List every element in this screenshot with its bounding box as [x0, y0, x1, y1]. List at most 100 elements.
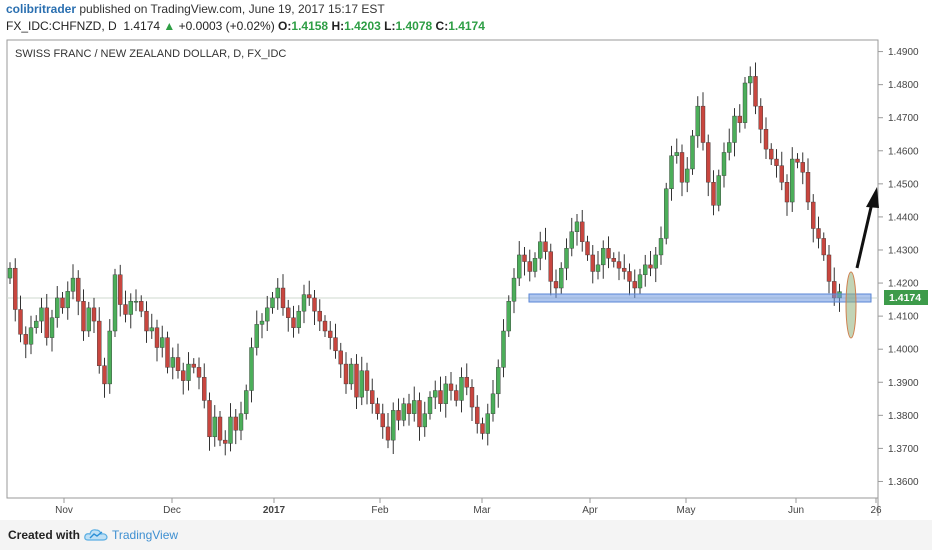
candle-body — [23, 334, 28, 345]
candle-body — [469, 387, 475, 408]
candle-body — [123, 304, 128, 315]
time-tick-label: May — [677, 505, 696, 516]
candle-body — [401, 403, 406, 421]
candle-body — [249, 347, 254, 391]
last-price-tag — [884, 290, 928, 305]
candle-body — [359, 370, 364, 398]
candle-body — [65, 291, 70, 309]
candle-body — [595, 264, 601, 272]
candle-body — [459, 377, 464, 401]
time-tick-label: Mar — [473, 505, 491, 516]
plot-frame — [6, 39, 879, 499]
candle-body — [212, 416, 217, 438]
candle-body — [412, 400, 417, 414]
candle-body — [18, 309, 23, 335]
price-tick-label: 1.4800 — [888, 80, 919, 91]
candle-body — [532, 258, 538, 272]
candle-body — [102, 365, 107, 385]
candle-body — [480, 423, 485, 434]
candle-body — [28, 327, 34, 345]
price-tick-label: 1.3800 — [888, 411, 919, 422]
chart-title: SWISS FRANC / NEW ZEALAND DOLLAR, D, FX_… — [15, 48, 286, 60]
candle-body — [60, 297, 65, 309]
candle-body — [55, 297, 60, 318]
candle-body — [228, 416, 233, 444]
candle-body — [438, 390, 443, 404]
candle-body — [133, 301, 139, 303]
price-tick-label: 1.4600 — [888, 146, 919, 157]
candle-body — [112, 274, 118, 332]
candle-body — [454, 390, 459, 401]
candle-body — [790, 158, 795, 203]
candle-body — [485, 413, 490, 434]
candle-body — [779, 165, 784, 183]
candle-body — [154, 327, 160, 348]
candle-body — [417, 400, 422, 428]
candle-body — [784, 181, 790, 203]
candle-body — [270, 297, 275, 309]
candle-body — [118, 274, 123, 305]
candle-body — [727, 142, 732, 153]
candle-body — [475, 406, 480, 424]
candle-body — [139, 301, 144, 312]
candle-body — [601, 248, 606, 266]
candle-body — [244, 390, 249, 414]
arrow-head-icon — [866, 187, 879, 208]
low-label: L: — [384, 19, 396, 33]
up-arrow-annotation[interactable] — [855, 187, 879, 269]
tradingview-brand[interactable]: TradingView — [112, 528, 179, 542]
candle-body — [207, 400, 212, 438]
candle-body — [716, 175, 721, 206]
candle-body — [223, 439, 228, 444]
created-with-label: Created with — [8, 528, 81, 542]
candle-body — [34, 320, 39, 328]
candle-body — [406, 403, 412, 414]
footer-bar: Created with TradingView — [0, 520, 932, 550]
price-chart[interactable]: SWISS FRANC / NEW ZEALAND DOLLAR, D, FX_… — [0, 0, 932, 520]
candle-body — [301, 294, 307, 312]
candle-body — [196, 367, 202, 378]
price-tick-label: 1.4900 — [888, 47, 919, 58]
price-tick-label: 1.3600 — [888, 477, 919, 488]
close-value: 1.4174 — [448, 19, 485, 33]
tradingview-cloud-icon — [84, 529, 108, 541]
high-label: H: — [331, 19, 345, 33]
candle-body — [522, 254, 527, 262]
time-tick-label: Jun — [788, 505, 804, 516]
candle-body — [648, 264, 653, 269]
time-tick-label: 26 — [870, 505, 882, 516]
candle-body — [49, 317, 55, 338]
candle-body — [559, 267, 564, 289]
candle-body — [165, 337, 170, 368]
candle-body — [821, 238, 826, 256]
candle-body — [611, 258, 616, 262]
candle-body — [322, 320, 328, 332]
ohlc-line: FX_IDC:CHFNZD, D 1.4174 ▲ +0.0003 (+0.02… — [6, 19, 485, 33]
highlight-ellipse[interactable] — [845, 271, 857, 339]
time-tick-label: Feb — [371, 505, 389, 516]
candle-body — [700, 105, 706, 143]
candle-body — [364, 370, 370, 391]
last-price-tag-text: 1.4174 — [889, 292, 921, 304]
candle-body — [742, 82, 748, 123]
candle-body — [259, 320, 265, 325]
candle-body — [427, 396, 433, 414]
candle-body — [664, 188, 669, 239]
candle-body — [511, 277, 517, 302]
price-tick-label: 1.4200 — [888, 279, 919, 290]
candle-body — [543, 241, 548, 252]
candle-body — [538, 241, 543, 259]
candle-body — [333, 337, 338, 352]
time-tick-label: Apr — [582, 505, 598, 516]
support-zone[interactable] — [528, 293, 872, 303]
candle-body — [669, 155, 674, 190]
last-price: 1.4174 — [123, 19, 161, 33]
candle-body — [464, 377, 469, 388]
price-tick-label: 1.4700 — [888, 113, 919, 124]
candle-body — [170, 357, 175, 368]
time-tick-label: Dec — [163, 505, 181, 516]
candle-body — [501, 330, 506, 368]
author-name[interactable]: colibritrader — [6, 2, 77, 16]
candle-body — [616, 261, 622, 269]
candle-body — [265, 307, 270, 322]
